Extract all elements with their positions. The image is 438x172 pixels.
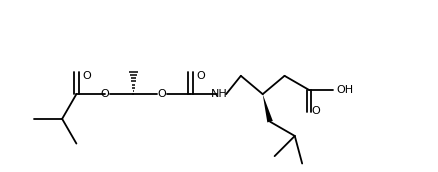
Polygon shape (263, 94, 273, 122)
Text: NH: NH (211, 89, 227, 99)
Text: O: O (101, 89, 110, 99)
Text: O: O (82, 71, 91, 81)
Text: O: O (311, 106, 320, 116)
Text: O: O (197, 71, 205, 81)
Text: OH: OH (336, 85, 353, 95)
Text: O: O (158, 89, 166, 99)
